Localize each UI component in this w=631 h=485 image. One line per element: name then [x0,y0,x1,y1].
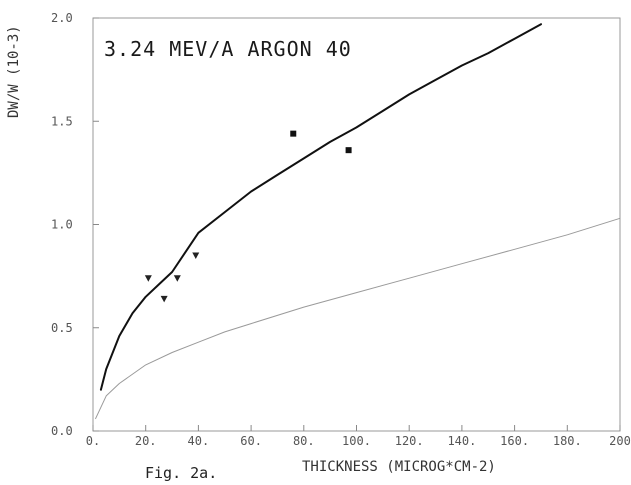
x-tick-label-0: 0. [86,434,100,448]
y-tick-label-0: 0.0 [51,424,73,438]
plot-layer: 0. 20. 40. 60. 80. 100. 120. 140. 160. 180. 200 0.0… [51,11,631,448]
data-point-triangle-2 [173,275,181,282]
y-tick-label-4: 2.0 [51,11,73,25]
y-tick-label-2: 1.0 [51,218,73,232]
y-tick-label-1: 0.5 [51,321,73,335]
x-tick-label-1: 20. [135,434,157,448]
x-tick-label-6: 120. [395,434,424,448]
x-tick-label-2: 40. [188,434,210,448]
x-tick-label-4: 80. [293,434,315,448]
x-tick-label-7: 140. [447,434,476,448]
series-line-1 [95,217,621,420]
figure-caption: Fig. 2a. [145,464,217,482]
data-point-triangle-3 [192,252,200,259]
x-axis-label: THICKNESS (MICROG*CM-2) [302,459,496,475]
data-point-triangle-0 [144,275,152,282]
series-line-0 [99,23,542,391]
x-tick-label-3: 60. [240,434,262,448]
y-axis-label: DW/W (10-3) [6,25,22,118]
x-tick-label-8: 160. [500,434,529,448]
y-tick-label-3: 1.5 [51,114,73,128]
data-point-star-0 [290,130,297,137]
chart-title: 3.24 MEV/A ARGON 40 [104,37,352,61]
data-point-triangle-1 [160,295,168,303]
x-tick-label-5: 100. [342,434,371,448]
data-point-star-1 [345,147,352,154]
x-tick-label-10: 200 [609,434,631,448]
x-tick-label-9: 180. [553,434,582,448]
plot-frame [92,17,621,432]
